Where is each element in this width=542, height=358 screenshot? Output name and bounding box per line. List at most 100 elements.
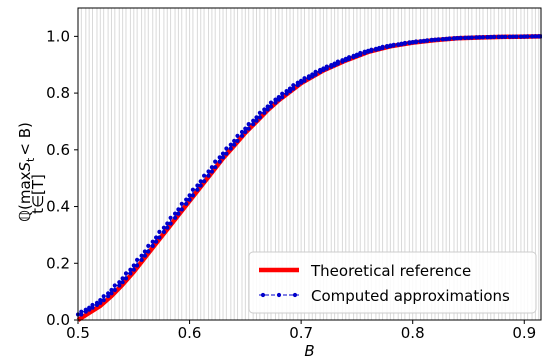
approximation-point bbox=[522, 34, 527, 39]
approximation-point bbox=[447, 36, 452, 41]
approximation-point bbox=[425, 38, 430, 43]
approximation-point bbox=[246, 122, 251, 127]
approximation-point bbox=[310, 72, 315, 77]
approximation-point bbox=[187, 193, 192, 198]
approximation-point bbox=[150, 243, 155, 248]
approximation-point bbox=[388, 43, 393, 48]
approximation-point bbox=[206, 169, 211, 174]
approximation-point bbox=[235, 133, 240, 138]
approximation-point bbox=[407, 40, 412, 45]
approximation-point bbox=[254, 115, 259, 120]
approximation-point bbox=[232, 138, 237, 143]
y-tick-label: 0.8 bbox=[46, 84, 70, 102]
approximation-point bbox=[268, 100, 274, 105]
approximation-point bbox=[228, 142, 233, 147]
approximation-point bbox=[195, 183, 200, 188]
approximation-point bbox=[432, 37, 438, 42]
approximation-point bbox=[496, 34, 501, 40]
approximation-point bbox=[94, 300, 100, 305]
y-tick-label: 1.0 bbox=[46, 27, 70, 45]
approximation-point bbox=[458, 35, 463, 41]
approximation-point bbox=[369, 47, 374, 52]
approximation-point bbox=[488, 34, 493, 40]
y-label-t-sub: t bbox=[24, 157, 37, 162]
approximation-point bbox=[306, 74, 311, 79]
approximation-point bbox=[243, 129, 248, 135]
approximation-point bbox=[413, 39, 419, 44]
legend-label-approx: Computed approximations bbox=[311, 287, 510, 305]
approximation-point bbox=[436, 37, 441, 42]
approximation-point bbox=[179, 207, 184, 212]
approximation-point bbox=[112, 283, 117, 288]
approximation-point bbox=[87, 305, 92, 310]
approximation-point bbox=[112, 287, 117, 293]
approximation-point bbox=[106, 294, 111, 299]
approximation-point bbox=[440, 37, 445, 42]
approximation-point bbox=[429, 37, 434, 43]
approximation-point bbox=[291, 83, 296, 88]
approximation-point bbox=[257, 115, 262, 120]
approximation-point bbox=[251, 118, 256, 123]
approximation-point bbox=[173, 211, 178, 216]
approximation-point bbox=[262, 107, 267, 112]
approximation-point bbox=[128, 271, 133, 276]
approximation-point bbox=[329, 63, 334, 68]
approximation-point bbox=[324, 64, 329, 69]
legend-swatch-point bbox=[276, 292, 282, 298]
approximation-point bbox=[128, 267, 133, 272]
approximation-point bbox=[332, 61, 337, 66]
approximation-point bbox=[347, 55, 352, 60]
approximation-point bbox=[280, 91, 285, 96]
approximation-point bbox=[518, 34, 524, 39]
legend-box bbox=[248, 251, 537, 314]
approximation-point bbox=[168, 221, 173, 226]
approximation-point bbox=[83, 307, 88, 312]
approximation-point bbox=[184, 197, 189, 202]
approximation-point bbox=[235, 138, 240, 143]
approximation-point bbox=[135, 263, 140, 268]
approximation-point bbox=[131, 267, 136, 272]
approximation-point bbox=[173, 215, 178, 220]
x-tick-label: 0.8 bbox=[401, 324, 425, 342]
approximation-point bbox=[268, 104, 274, 109]
approximation-point bbox=[299, 78, 304, 83]
approximation-point bbox=[168, 215, 173, 220]
approximation-point bbox=[492, 34, 497, 40]
approximation-point bbox=[239, 129, 245, 135]
approximation-point bbox=[123, 276, 129, 281]
y-label-max: max bbox=[16, 171, 34, 204]
approximation-point bbox=[477, 35, 482, 40]
approximation-point bbox=[120, 276, 125, 281]
approximation-point bbox=[198, 183, 203, 188]
approximation-point bbox=[354, 52, 359, 57]
approximation-point bbox=[232, 142, 237, 147]
approximation-point bbox=[202, 179, 207, 184]
x-tick-label: 0.6 bbox=[178, 324, 202, 342]
approximation-point bbox=[373, 46, 378, 52]
approximation-point bbox=[176, 211, 181, 216]
approximation-point bbox=[213, 159, 218, 164]
approximation-point bbox=[198, 179, 203, 184]
approximation-point bbox=[251, 122, 256, 127]
plot-frame bbox=[77, 7, 542, 321]
approximation-point bbox=[257, 110, 262, 115]
approximation-point bbox=[402, 40, 407, 46]
approximation-point bbox=[154, 235, 159, 240]
approximation-point bbox=[209, 165, 214, 170]
approximation-point bbox=[313, 69, 318, 74]
approximation-point bbox=[217, 155, 222, 160]
approximation-point bbox=[318, 67, 323, 73]
approximation-point bbox=[533, 34, 538, 39]
approximation-point bbox=[161, 225, 166, 230]
approximation-point bbox=[220, 151, 226, 156]
approximation-point bbox=[321, 66, 326, 71]
approximation-point bbox=[295, 80, 300, 85]
approximation-point bbox=[139, 257, 144, 262]
approximation-point bbox=[380, 44, 385, 50]
approximation-point bbox=[220, 155, 226, 160]
approximation-point bbox=[117, 283, 122, 288]
y-label-rest: < B) bbox=[16, 122, 34, 155]
grid-lines bbox=[77, 8, 540, 320]
approximation-point bbox=[384, 44, 390, 49]
